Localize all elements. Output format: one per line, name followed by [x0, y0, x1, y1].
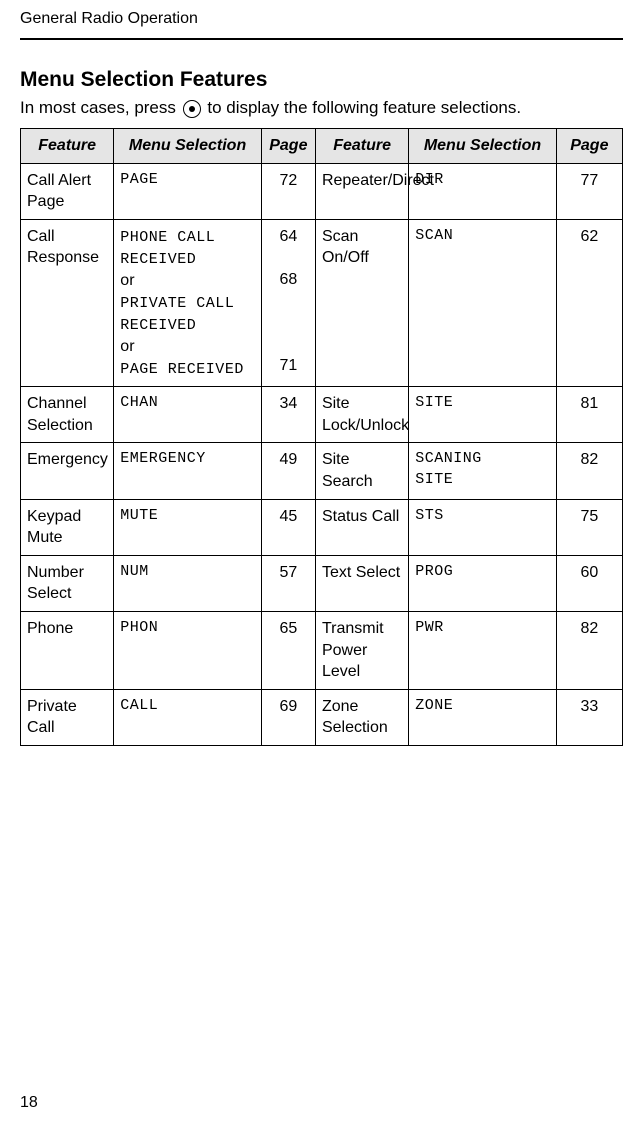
cell-feature-left: Call Response — [21, 219, 114, 386]
table-row: Channel SelectionCHAN34Site Lock/UnlockS… — [21, 387, 623, 443]
cell-menu-right: SCAN — [409, 219, 556, 386]
cell-page-right: 60 — [556, 555, 622, 611]
cell-page-left: 34 — [261, 387, 315, 443]
cell-feature-right: Status Call — [315, 499, 408, 555]
cell-menu-right: ZONE — [409, 689, 556, 745]
cell-feature-right: Zone Selection — [315, 689, 408, 745]
cell-page-right: 81 — [556, 387, 622, 443]
cell-page-left: 49 — [261, 443, 315, 499]
cell-menu-left: PHON — [114, 611, 261, 689]
cell-page-right: 75 — [556, 499, 622, 555]
cell-menu-right: SCANINGSITE — [409, 443, 556, 499]
cell-menu-right: SITE — [409, 387, 556, 443]
table-body: Call Alert PagePAGE72Repeater/DirectDIR7… — [21, 163, 623, 745]
table-row: PhonePHON65Transmit Power LevelPWR82 — [21, 611, 623, 689]
divider — [20, 38, 623, 40]
col-menu-left: Menu Selection — [114, 129, 261, 164]
cell-menu-right: DIR — [409, 163, 556, 219]
cell-feature-left: Number Select — [21, 555, 114, 611]
cell-feature-right: Repeater/Direct — [315, 163, 408, 219]
cell-menu-right: PWR — [409, 611, 556, 689]
cell-page-left: 69 — [261, 689, 315, 745]
intro-text: In most cases, press to display the foll… — [20, 98, 623, 118]
table-row: Keypad MuteMUTE45Status CallSTS75 — [21, 499, 623, 555]
cell-feature-left: Keypad Mute — [21, 499, 114, 555]
cell-menu-left: PHONE CALLRECEIVEDorPRIVATE CALLRECEIVED… — [114, 219, 261, 386]
cell-page-right: 82 — [556, 611, 622, 689]
cell-feature-right: Site Lock/Unlock — [315, 387, 408, 443]
cell-page-left: 45 — [261, 499, 315, 555]
table-row: Number SelectNUM57Text SelectPROG60 — [21, 555, 623, 611]
cell-feature-right: Scan On/Off — [315, 219, 408, 386]
intro-pre: In most cases, press — [20, 98, 181, 117]
col-feature-left: Feature — [21, 129, 114, 164]
cell-menu-right: STS — [409, 499, 556, 555]
cell-menu-left: EMERGENCY — [114, 443, 261, 499]
col-menu-right: Menu Selection — [409, 129, 556, 164]
running-title: General Radio Operation — [20, 10, 623, 28]
page-number: 18 — [20, 1094, 38, 1112]
cell-feature-left: Call Alert Page — [21, 163, 114, 219]
cell-page-right: 77 — [556, 163, 622, 219]
section-title: Menu Selection Features — [20, 68, 623, 92]
cell-page-right: 62 — [556, 219, 622, 386]
table-row: Call ResponsePHONE CALLRECEIVEDorPRIVATE… — [21, 219, 623, 386]
table-row: Private CallCALL69Zone SelectionZONE33 — [21, 689, 623, 745]
cell-page-left: 64 68 71 — [261, 219, 315, 386]
cell-page-left: 65 — [261, 611, 315, 689]
cell-feature-right: Transmit Power Level — [315, 611, 408, 689]
cell-menu-left: NUM — [114, 555, 261, 611]
cell-feature-right: Text Select — [315, 555, 408, 611]
cell-menu-left: MUTE — [114, 499, 261, 555]
cell-menu-left: CALL — [114, 689, 261, 745]
cell-feature-right: Site Search — [315, 443, 408, 499]
col-page-right: Page — [556, 129, 622, 164]
cell-feature-left: Channel Selection — [21, 387, 114, 443]
cell-menu-right: PROG — [409, 555, 556, 611]
table-header-row: Feature Menu Selection Page Feature Menu… — [21, 129, 623, 164]
cell-menu-left: PAGE — [114, 163, 261, 219]
col-feature-right: Feature — [315, 129, 408, 164]
cell-feature-left: Private Call — [21, 689, 114, 745]
cell-page-left: 72 — [261, 163, 315, 219]
intro-post: to display the following feature selecti… — [203, 98, 521, 117]
table-row: EmergencyEMERGENCY49Site SearchSCANINGSI… — [21, 443, 623, 499]
cell-page-left: 57 — [261, 555, 315, 611]
table-row: Call Alert PagePAGE72Repeater/DirectDIR7… — [21, 163, 623, 219]
col-page-left: Page — [261, 129, 315, 164]
cell-feature-left: Phone — [21, 611, 114, 689]
select-button-icon — [183, 100, 201, 118]
cell-page-right: 33 — [556, 689, 622, 745]
cell-page-right: 82 — [556, 443, 622, 499]
feature-table: Feature Menu Selection Page Feature Menu… — [20, 128, 623, 746]
cell-menu-left: CHAN — [114, 387, 261, 443]
cell-feature-left: Emergency — [21, 443, 114, 499]
